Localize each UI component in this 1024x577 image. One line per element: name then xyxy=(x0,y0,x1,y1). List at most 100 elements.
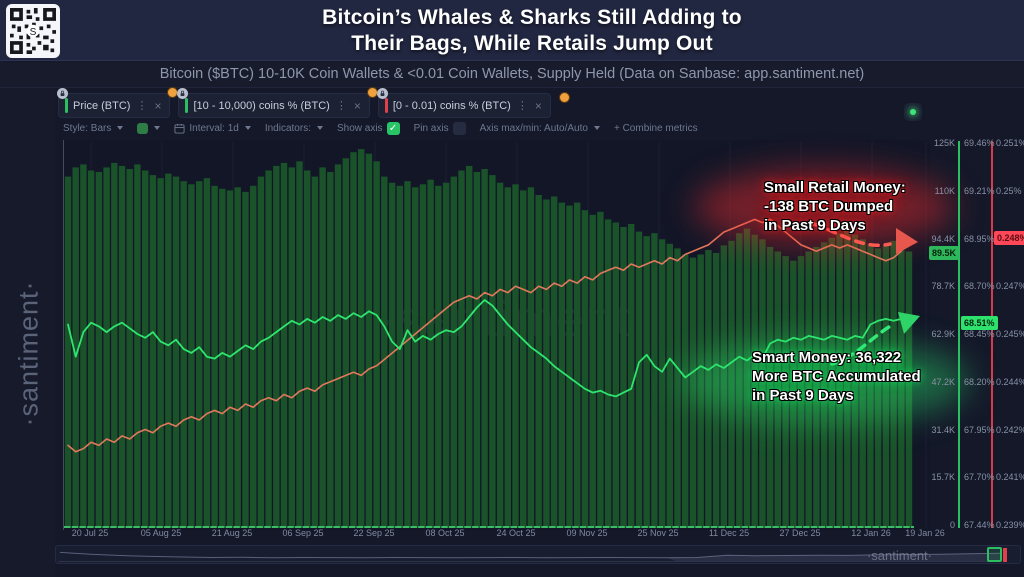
price-bar xyxy=(612,222,619,528)
price-bar xyxy=(296,161,303,529)
price-bar xyxy=(520,190,527,528)
price-bar xyxy=(466,165,473,528)
metric-color-indicator xyxy=(65,98,68,113)
chevron-down-icon xyxy=(316,126,323,130)
date-label: 12 Jan 26 xyxy=(851,528,891,538)
price-bar xyxy=(736,233,743,528)
green-tick-label: 67.70% xyxy=(964,472,995,483)
extra-badge-holder xyxy=(558,92,571,119)
pin-axis-control: Pin axis xyxy=(414,121,466,135)
lock-icon xyxy=(57,88,68,99)
red-percent-axis[interactable]: 0.251% 0.25% 0.248% 0.247% 0.245% 0.244% 0.242… xyxy=(996,138,1024,530)
price-bar xyxy=(867,243,874,529)
date-label: 05 Aug 25 xyxy=(140,528,182,538)
price-bar xyxy=(658,239,666,529)
range-navigator[interactable]: ·santiment· xyxy=(55,545,1021,564)
date-label: 24 Oct 25 xyxy=(496,528,536,538)
combine-metrics-button[interactable]: + Combine metrics xyxy=(614,123,698,134)
indicators-dropdown[interactable]: Indicators: xyxy=(265,123,323,134)
tab-close-icon[interactable]: × xyxy=(534,98,542,113)
price-bar xyxy=(172,176,180,528)
price-bar xyxy=(126,169,133,528)
tab-price-btc[interactable]: Price (BTC) ⋮ × xyxy=(57,88,171,118)
time-axis[interactable]: 20 Jul 25 05 Aug 25 21 Aug 25 06 Sep 25 22 S… xyxy=(63,526,945,540)
price-bar xyxy=(535,195,542,528)
green-percent-axis[interactable]: 69.46% 69.21% 68.95% 68.70% 68.45% 68.20% 67.9… xyxy=(964,138,995,530)
tab-close-icon[interactable]: × xyxy=(154,98,162,113)
price-bar xyxy=(219,188,226,529)
price-bar xyxy=(358,149,365,528)
price-bar xyxy=(180,181,187,528)
price-tick-label: 125K xyxy=(933,138,955,148)
price-tick-label: 0 xyxy=(949,520,955,530)
price-bar xyxy=(651,233,658,528)
red-tick-label: 0.251% xyxy=(996,138,1024,148)
navigator-range-handle[interactable] xyxy=(987,547,1002,562)
color-dropdown[interactable] xyxy=(137,122,161,134)
price-bar xyxy=(95,172,103,528)
header: S Bitcoin’s Whales & Sharks Still Adding… xyxy=(0,0,1024,61)
lock-icon xyxy=(376,88,388,99)
qr-pattern: S xyxy=(10,8,56,54)
tab-0-001-coins[interactable]: [0 - 0.01) coins % (BTC) ⋮ × xyxy=(366,87,551,118)
price-bar xyxy=(304,170,311,528)
price-bar xyxy=(280,162,288,528)
price-bar xyxy=(581,210,589,528)
price-bar xyxy=(72,167,79,528)
price-bar xyxy=(496,182,504,528)
price-bar xyxy=(265,170,272,528)
retail-supply-line xyxy=(67,218,910,453)
price-bar xyxy=(319,167,326,528)
price-bar xyxy=(566,205,573,528)
title-line-2: Their Bags, While Retails Jump Out xyxy=(351,32,713,55)
price-bar xyxy=(350,152,357,528)
style-dropdown[interactable]: Style: Bars xyxy=(63,123,124,134)
price-bar xyxy=(527,187,535,529)
price-bar xyxy=(905,251,913,528)
price-axis[interactable]: 125K 110K 94.4K 78.7K 62.9K 47.2K 31.4K 15.7K 0 xyxy=(931,138,955,530)
price-bar xyxy=(196,181,203,528)
price-bar xyxy=(674,248,681,528)
pin-axis-checkbox[interactable] xyxy=(452,121,466,135)
price-bar xyxy=(419,184,427,529)
price-bar xyxy=(64,176,72,528)
price-bar xyxy=(334,164,342,528)
price-bar xyxy=(412,187,419,529)
tab-label: [10 - 10,000) coins % (BTC) xyxy=(193,99,330,112)
tab-close-icon[interactable]: × xyxy=(353,98,361,113)
tab-menu-icon[interactable]: ⋮ xyxy=(136,100,148,112)
tab-menu-icon[interactable]: ⋮ xyxy=(335,100,347,112)
retail-annotation-line: Small Retail Money: xyxy=(764,179,906,196)
tab-10-10000-coins[interactable]: [10 - 10,000) coins % (BTC) ⋮ × xyxy=(167,87,370,118)
show-axis-checkbox[interactable]: ✓ xyxy=(386,121,400,135)
price-bar xyxy=(404,181,411,528)
chevron-down-icon xyxy=(117,126,124,130)
price-bar xyxy=(157,178,164,528)
retail-annotation: Small Retail Money: -138 BTC Dumped in P… xyxy=(764,178,906,235)
interval-dropdown[interactable]: Interval: 1d xyxy=(174,123,251,134)
price-bar xyxy=(666,243,673,529)
chevron-down-icon xyxy=(154,126,161,130)
price-bar xyxy=(442,182,450,528)
date-label: 09 Nov 25 xyxy=(566,528,608,538)
price-bar xyxy=(118,165,126,528)
live-indicator-button[interactable] xyxy=(904,103,922,121)
navigator-handle-marker[interactable] xyxy=(1003,548,1007,562)
date-label: 20 Jul 25 xyxy=(71,528,109,538)
price-bar xyxy=(874,248,882,528)
green-tick-label: 68.20% xyxy=(964,376,995,387)
axis-maxmin-dropdown[interactable]: Axis max/min: Auto/Auto xyxy=(480,123,600,134)
price-bar xyxy=(203,178,211,528)
tab-menu-icon[interactable]: ⋮ xyxy=(516,100,528,112)
price-bar xyxy=(512,184,519,529)
show-axis-control: Show axis ✓ xyxy=(337,121,400,135)
price-bar xyxy=(342,158,349,529)
price-bar xyxy=(589,214,596,529)
price-bar xyxy=(450,176,457,528)
price-bar xyxy=(435,185,442,529)
sidebar-watermark: ·santiment· xyxy=(13,280,44,427)
plot-canvas[interactable]: ·santiment· Small Retail Money: -138 BTC… xyxy=(63,103,969,530)
smart-annotation-line: More BTC Accumulated xyxy=(752,368,921,385)
red-tick-label: 0.244% xyxy=(996,376,1024,387)
